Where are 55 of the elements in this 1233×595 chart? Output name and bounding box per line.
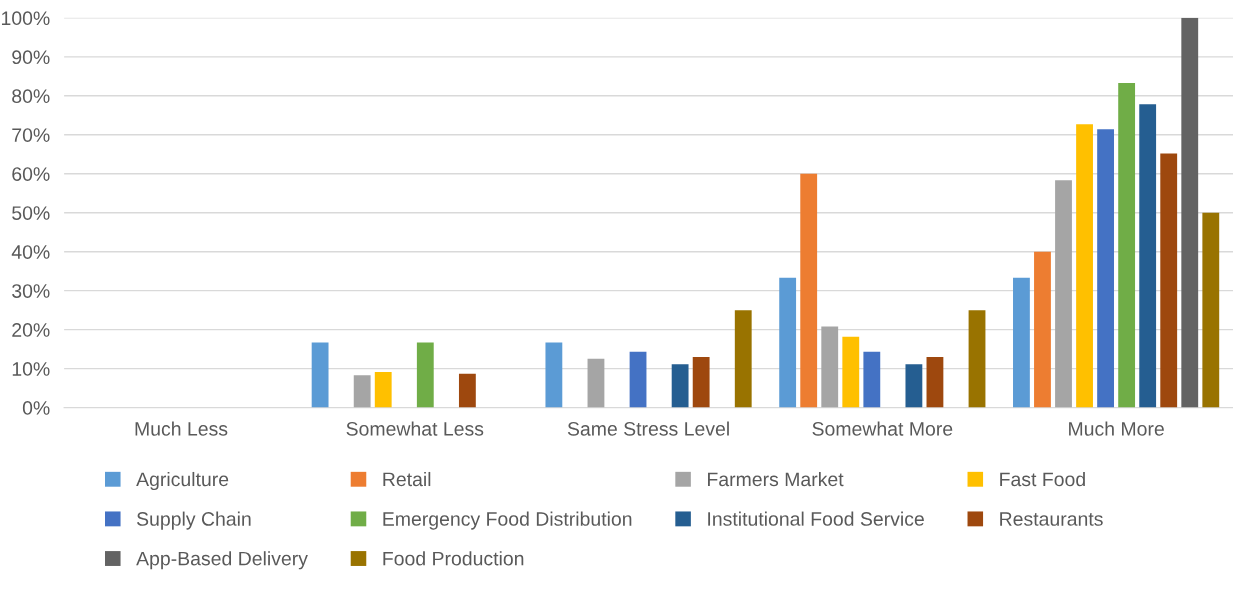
y-tick-label: 20% [12, 323, 50, 337]
bar [1160, 153, 1178, 408]
bar [458, 373, 476, 408]
bar [842, 336, 860, 408]
y-tick-label: 70% [12, 128, 50, 142]
bar [863, 351, 881, 408]
bar [1181, 17, 1199, 408]
legend-label: Agriculture [136, 471, 229, 491]
x-tick-label: Much Less [135, 421, 228, 436]
y-tick-label: 10% [12, 362, 50, 376]
legend-label: App-Based Delivery [136, 551, 308, 570]
bar [905, 364, 923, 408]
bar [779, 277, 797, 408]
legend-label: Emergency Food Distribution [383, 511, 632, 530]
y-tick-label: 90% [12, 50, 50, 65]
legend-label: Supply Chain [136, 511, 251, 530]
legend-label: Farmers Market [708, 471, 844, 487]
y-tick-label: 100% [1, 11, 50, 26]
bar [1097, 129, 1115, 408]
bar [374, 372, 392, 408]
bar [734, 310, 752, 408]
bar [1202, 212, 1220, 408]
bar [1013, 277, 1030, 408]
bar [311, 342, 329, 408]
legend-label: Restaurants [1000, 512, 1103, 526]
y-tick-label: 60% [12, 167, 50, 181]
x-tick-label: Somewhat More [812, 421, 953, 436]
bar [353, 375, 371, 408]
y-tick-label: 50% [12, 206, 50, 220]
bar [1076, 124, 1093, 408]
bar [800, 173, 818, 408]
legend-label: Retail [383, 471, 431, 487]
bar [545, 342, 563, 408]
legend-label: Food Production [383, 551, 524, 566]
x-tick-label: Somewhat Less [346, 421, 484, 436]
y-tick-label: 40% [11, 245, 50, 259]
bar [1118, 82, 1136, 408]
bar [968, 310, 986, 408]
y-tick-label: 30% [12, 284, 50, 298]
x-tick-label: Much More [1069, 421, 1164, 436]
bar [629, 351, 647, 408]
legend-label: Fast Food [1000, 471, 1085, 487]
y-tick-label: 0% [22, 401, 50, 415]
bar [587, 358, 605, 408]
bar [1034, 251, 1051, 408]
bar [1139, 104, 1157, 408]
bar [671, 364, 689, 408]
bar [692, 356, 710, 408]
bar [416, 342, 434, 408]
bar [821, 326, 839, 408]
bar [1055, 180, 1072, 408]
legend-label: Institutional Food Service [708, 511, 924, 526]
y-tick-label: 80% [12, 89, 50, 104]
x-tick-label: Same Stress Level [567, 421, 729, 436]
bar [926, 356, 944, 408]
